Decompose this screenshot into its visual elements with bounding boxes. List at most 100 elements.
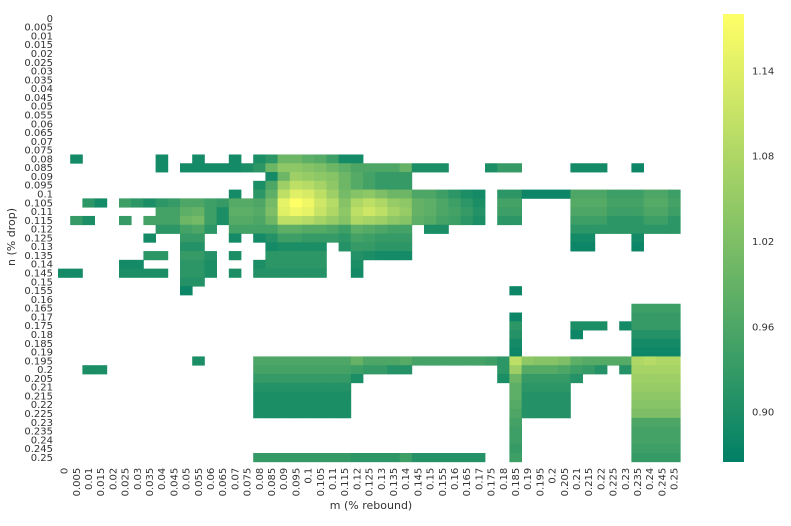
x-tick-label: 0.205 <box>560 468 571 497</box>
heatmap-cell <box>411 163 425 173</box>
heatmap-cell <box>314 365 327 375</box>
heatmap-cell <box>424 198 437 208</box>
heatmap-cell <box>363 356 376 366</box>
heatmap-cell <box>631 338 644 349</box>
heatmap-cell <box>253 356 266 366</box>
y-tick-label: 0.155 <box>24 286 53 297</box>
heatmap-cell <box>448 453 461 463</box>
heatmap-cell <box>485 356 498 366</box>
heatmap-cell <box>70 154 83 164</box>
heatmap-cell <box>582 321 596 331</box>
heatmap-cell <box>643 321 657 331</box>
heatmap-cell <box>399 163 413 173</box>
heatmap-cell <box>277 215 291 226</box>
heatmap-cell <box>326 453 339 463</box>
heatmap-cell <box>265 453 278 463</box>
heatmap-cell <box>265 198 278 208</box>
y-tick-label: 0.22 <box>31 400 53 411</box>
heatmap-cell <box>533 391 547 401</box>
heatmap-cell <box>302 215 315 226</box>
heatmap-cell <box>570 224 583 234</box>
heatmap-cell <box>619 224 632 234</box>
x-tick-label: 0.035 <box>145 468 156 497</box>
heatmap-cell <box>253 453 266 463</box>
heatmap-cell <box>326 233 339 243</box>
heatmap-cell <box>558 189 571 199</box>
heatmap-cell <box>643 365 657 375</box>
heatmap-cell <box>94 365 108 375</box>
heatmap-cell <box>582 233 596 243</box>
heatmap-cell <box>277 224 291 234</box>
heatmap-cell <box>668 373 681 384</box>
y-tick-label: 0.135 <box>24 251 53 262</box>
y-tick-label: 0.055 <box>24 110 53 121</box>
y-tick-label: 0.095 <box>24 181 53 192</box>
heatmap-cell <box>338 163 352 173</box>
heatmap-cell <box>387 215 400 226</box>
heatmap-cell <box>204 224 217 234</box>
x-tick-label: 0.1 <box>304 468 315 484</box>
heatmap-cell <box>558 382 571 392</box>
heatmap-cell <box>533 409 547 419</box>
heatmap-cell <box>192 163 205 173</box>
heatmap-cell <box>350 453 364 463</box>
heatmap-cell <box>472 207 486 217</box>
heatmap-cell <box>460 215 474 226</box>
heatmap-cell <box>411 207 425 217</box>
heatmap-cell <box>289 373 303 384</box>
heatmap-cell <box>399 365 413 375</box>
heatmap-cell <box>497 356 510 366</box>
y-tick-label: 0.1 <box>37 189 53 200</box>
colorbar-tick-label: 0.96 <box>752 322 774 333</box>
y-tick-label: 0.14 <box>31 260 53 271</box>
heatmap-cell <box>350 356 364 366</box>
heatmap-cell <box>436 198 449 208</box>
heatmap-cell <box>314 409 327 419</box>
heatmap-cell <box>314 382 327 392</box>
heatmap-cell <box>387 163 400 173</box>
heatmap-cell <box>668 409 681 419</box>
heatmap-cell <box>375 189 388 199</box>
heatmap-cell <box>289 259 303 270</box>
heatmap-cell <box>607 189 620 199</box>
heatmap-cell <box>350 233 364 243</box>
heatmap-cell <box>302 382 315 392</box>
heatmap-cell <box>338 409 352 419</box>
heatmap-cell <box>289 453 303 463</box>
heatmap-cell <box>204 268 217 278</box>
heatmap-cell <box>289 215 303 226</box>
heatmap-cell <box>668 391 681 401</box>
heatmap-cell <box>302 189 315 199</box>
heatmap-cell <box>216 198 230 208</box>
heatmap-cell <box>643 373 657 384</box>
heatmap-cell <box>643 391 657 401</box>
heatmap-cell <box>594 365 608 375</box>
heatmap-cell <box>289 198 303 208</box>
heatmap-cell <box>399 215 413 226</box>
heatmap-cell <box>619 215 632 226</box>
heatmap-cell <box>424 224 437 234</box>
heatmap-cell <box>241 163 254 173</box>
heatmap-cell <box>655 417 669 428</box>
heatmap-cell <box>375 198 388 208</box>
heatmap-cell <box>655 365 669 375</box>
heatmap-cell <box>655 215 669 226</box>
heatmap-cell <box>643 409 657 419</box>
heatmap-cell <box>424 207 437 217</box>
heatmap-cell <box>643 400 657 410</box>
x-tick-label: 0.17 <box>474 468 485 490</box>
heatmap-cell <box>338 172 352 182</box>
heatmap-cell <box>131 268 144 278</box>
heatmap-cell <box>277 233 291 243</box>
heatmap-cell <box>448 189 461 199</box>
heatmap-cell <box>521 365 535 375</box>
y-tick-label: 0.235 <box>24 427 53 438</box>
heatmap-cell <box>94 198 108 208</box>
x-tick-label: 0.01 <box>84 468 95 490</box>
y-tick-label: 0.03 <box>31 67 53 78</box>
heatmap-cell <box>668 215 681 226</box>
heatmap-cell <box>643 224 657 234</box>
heatmap-cell <box>472 215 486 226</box>
heatmap-cell <box>631 312 644 322</box>
heatmap-cell <box>216 215 230 226</box>
